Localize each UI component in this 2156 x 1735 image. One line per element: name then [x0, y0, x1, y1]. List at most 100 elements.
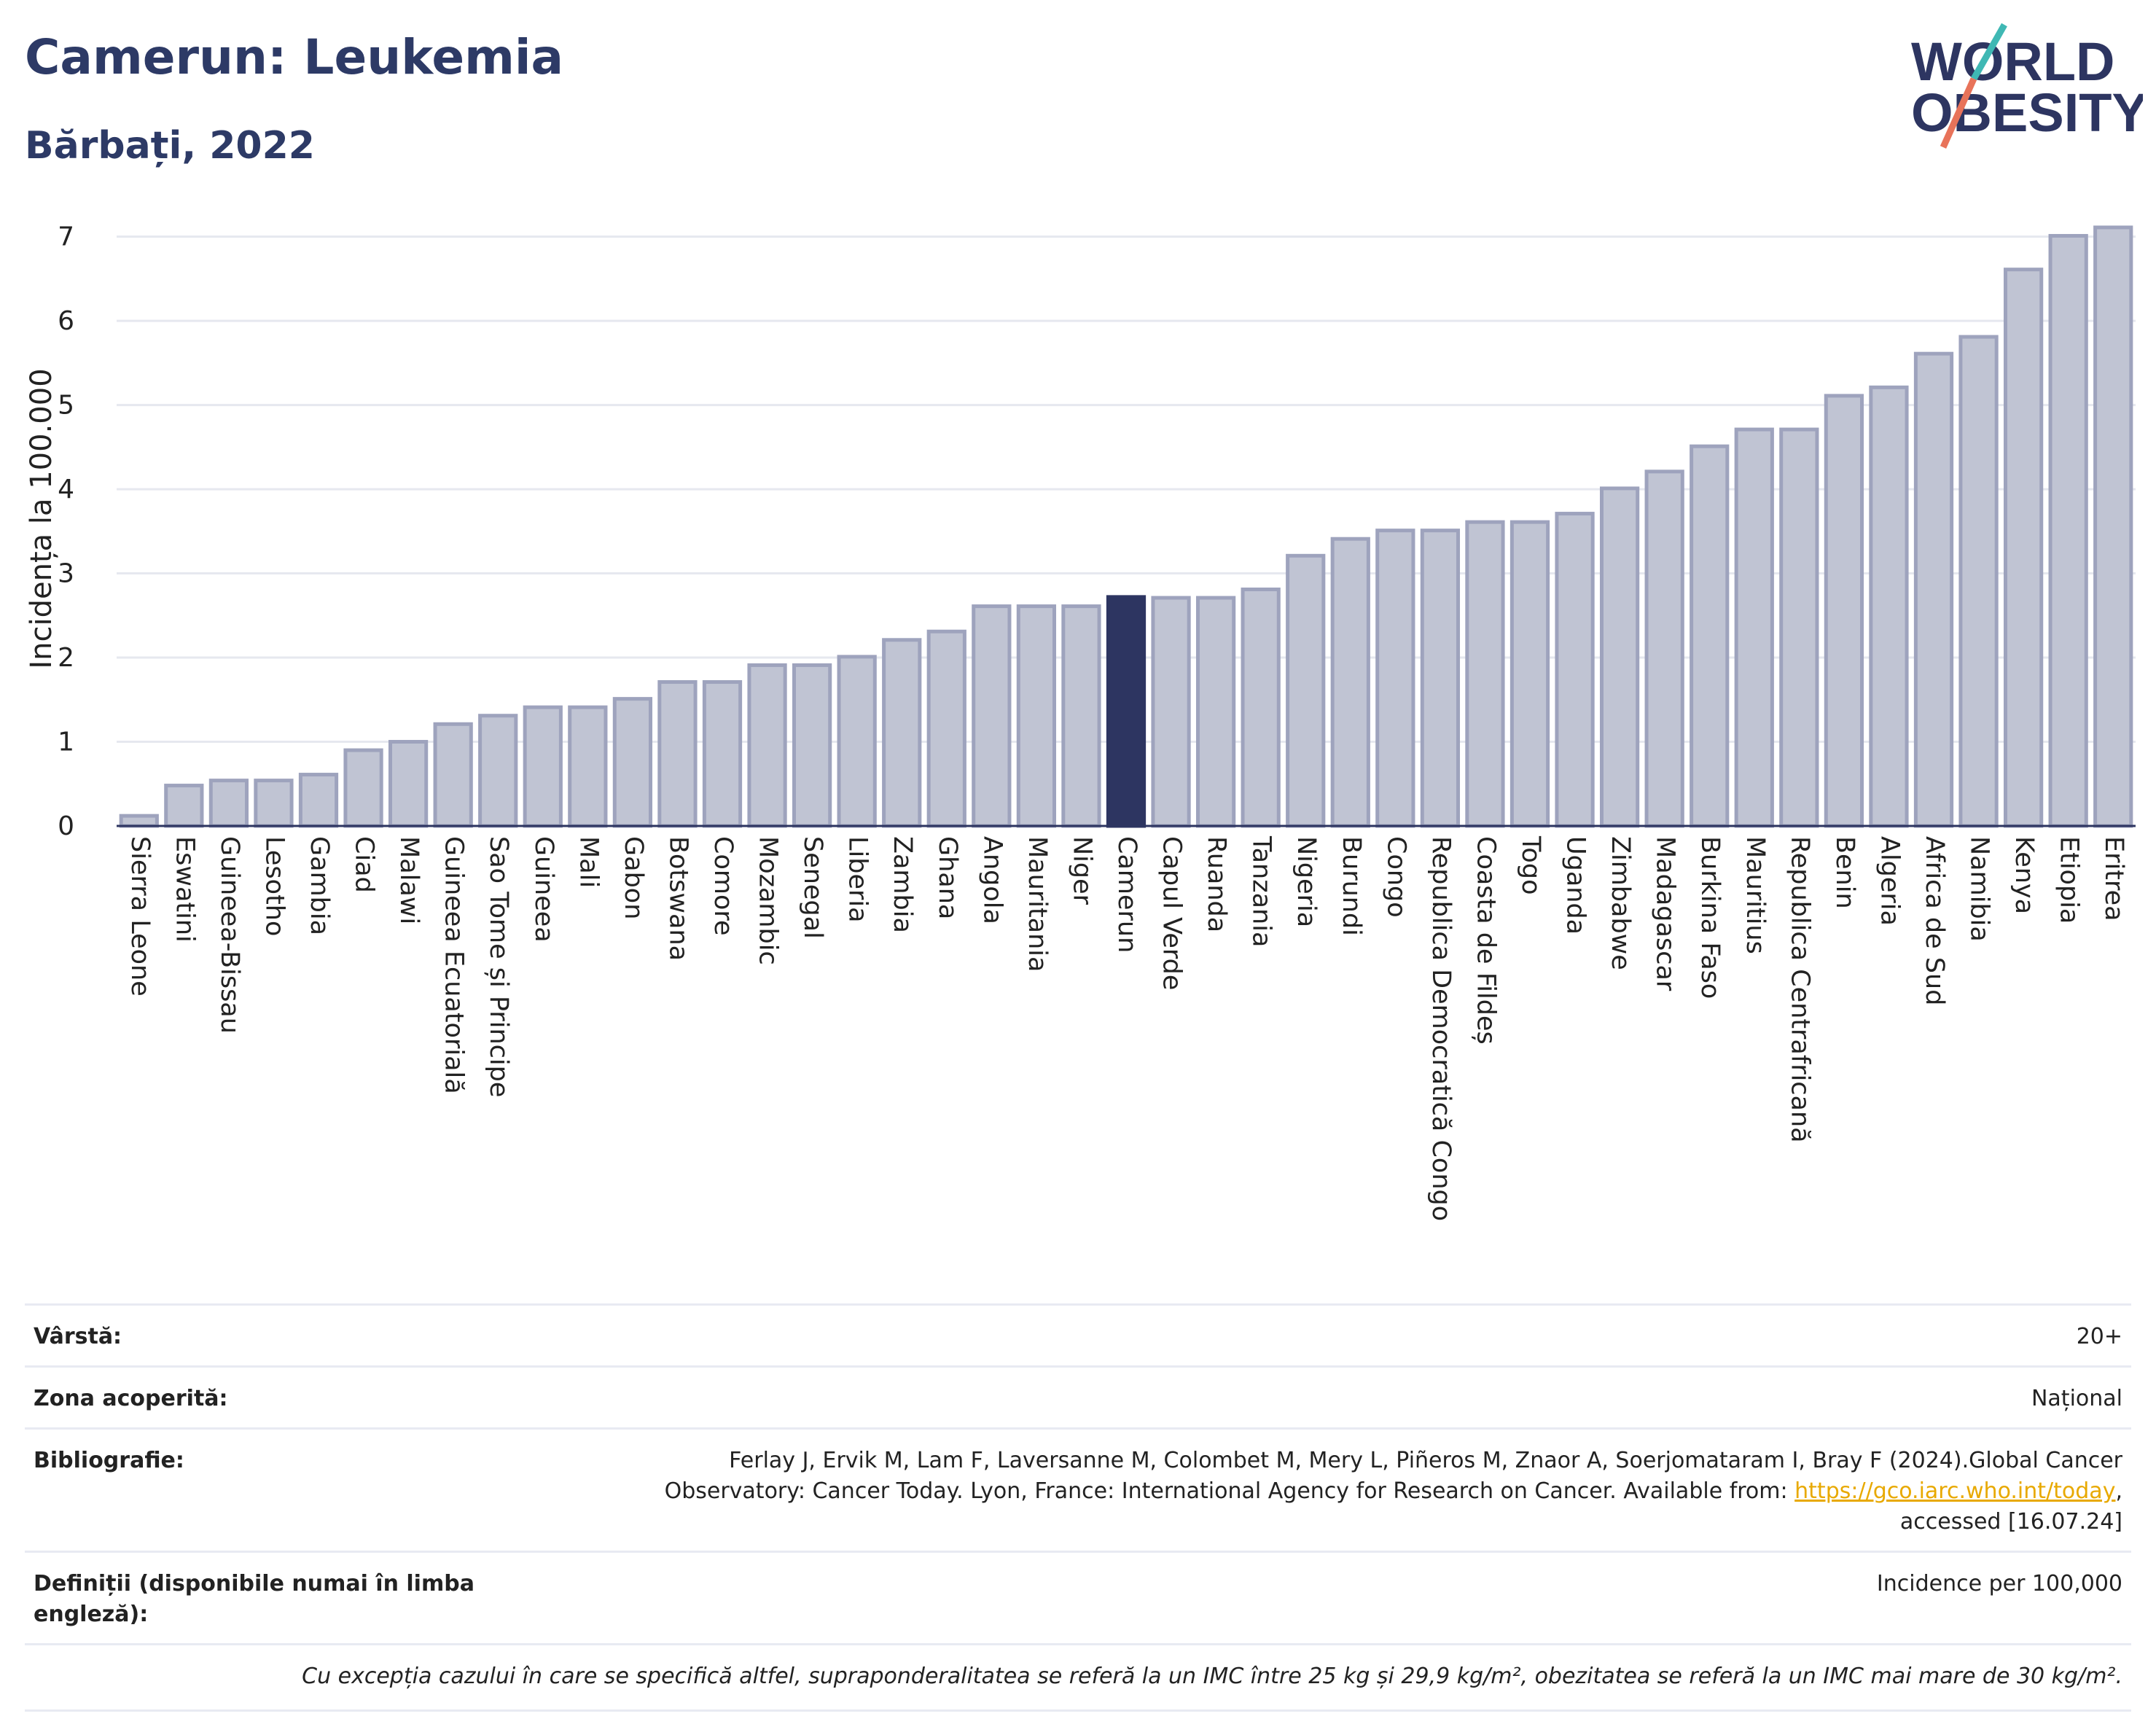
x-tick-label: Comore: [708, 836, 738, 936]
bar-guineea: [523, 705, 563, 828]
age-row: Vârstă: 20+: [25, 1303, 2131, 1365]
x-tick-label: Mali: [574, 836, 603, 888]
bibliography-text-3: accessed [16.07.24]: [1899, 1509, 2122, 1535]
x-tick-label: Liberia: [843, 836, 872, 923]
x-tick-label: Angola: [977, 836, 1007, 924]
x-tick-label: Congo: [1381, 836, 1410, 918]
age-value: 20+: [2076, 1324, 2122, 1349]
logo-line1: WORLD: [1911, 31, 2115, 92]
bar-mauritania: [1016, 604, 1057, 828]
x-tick-label: Ghana: [933, 836, 962, 919]
bar-algeria: [1869, 385, 1909, 828]
bar-chart: 0 1 2 3 4 5 6 7 Incidența la 100.000 Sierra Leone…: [25, 222, 2136, 1221]
x-tick-label: Senegal: [798, 836, 827, 939]
bar-sao-tome-și-principe: [478, 714, 518, 828]
x-tick-label: Guineea-Bissau: [215, 836, 244, 1034]
page-title: Camerun: Leukemia: [25, 29, 564, 85]
y-tick-label: 3: [58, 559, 74, 589]
bar-republica-centrafricană: [1779, 427, 1819, 828]
bar-benin: [1824, 394, 1864, 828]
coverage-row: Zona acoperită: Național: [25, 1365, 2131, 1427]
bar-republica-democratică-congo: [1420, 529, 1461, 828]
y-tick-label: 0: [58, 811, 74, 841]
x-tick-label: Republica Democratică Congo: [1426, 836, 1456, 1221]
x-tick-label: Tanzania: [1247, 835, 1276, 947]
bar-gabon: [612, 697, 653, 828]
x-tick-label: Sao Tome și Principe: [484, 836, 513, 1097]
definitions-row: Definiții (disponibile numai în limba en…: [25, 1551, 2131, 1643]
world-obesity-logo: WORLD OBESITY: [1911, 23, 2143, 149]
details-table: Vârstă: 20+ Zona acoperită: Național Bib…: [25, 1303, 2131, 1712]
x-tick-label: Mauritania: [1023, 836, 1052, 972]
bar-madagascar: [1644, 469, 1684, 828]
bar-zambia: [882, 638, 922, 828]
bar-ciad: [343, 748, 383, 828]
x-tick-label: Uganda: [1561, 836, 1590, 935]
bar-mali: [568, 705, 608, 828]
bar-liberia: [837, 655, 877, 828]
x-tick-label: Burkina Faso: [1695, 836, 1725, 999]
definitions-label: Definiții (disponibile numai în limba en…: [34, 1571, 474, 1627]
bar-sierra-leone: [119, 814, 159, 828]
y-axis-label: Incidența la 100.000: [25, 368, 58, 668]
x-tick-label: Benin: [1830, 836, 1859, 909]
bar-ghana: [926, 629, 966, 828]
bar-gambia: [298, 773, 339, 828]
bar-mauritius: [1734, 427, 1774, 828]
x-tick-label: Gabon: [619, 836, 648, 919]
bar-coasta-de-fildeș: [1465, 520, 1505, 828]
x-tick-label: Algeria: [1875, 836, 1904, 926]
y-tick-label: 7: [58, 222, 74, 252]
x-tick-label: Ruanda: [1202, 836, 1231, 932]
x-tick-label: Malawi: [394, 836, 423, 924]
bar-malawi: [388, 740, 429, 828]
x-tick-label: Eritrea: [2099, 836, 2128, 921]
bar-niger: [1061, 604, 1101, 828]
bar-burkina-faso: [1690, 444, 1730, 828]
x-tick-label: Togo: [1516, 835, 1545, 894]
bibliography-link[interactable]: https://gco.iarc.who.int/today: [1794, 1478, 2116, 1504]
bar-zimbabwe: [1599, 486, 1640, 828]
bar-capul-verde: [1151, 596, 1191, 828]
x-tick-label: Zimbabwe: [1606, 836, 1635, 970]
bar-camerun: [1106, 595, 1147, 828]
age-label: Vârstă:: [34, 1324, 122, 1349]
x-tick-label: Gambia: [305, 836, 334, 935]
coverage-value: Național: [2031, 1386, 2122, 1411]
bar-guineea-ecuatorială: [433, 722, 473, 828]
y-tick-label: 5: [58, 391, 74, 421]
bar-guineea-bissau: [208, 779, 249, 828]
logo-slash-coral: [1940, 77, 1977, 149]
bar-botswana: [657, 680, 698, 828]
bibliography-label: Bibliografie:: [34, 1448, 184, 1473]
bar-africa-de-sud: [1913, 351, 1954, 828]
bar-togo: [1509, 520, 1550, 828]
y-tick-label: 4: [58, 475, 74, 504]
x-tick-label: Lesotho: [259, 836, 289, 936]
bar-tanzania: [1241, 588, 1281, 828]
x-tick-label: Botswana: [663, 836, 692, 961]
x-tick-label: Africa de Sud: [1920, 836, 1949, 1005]
bar-angola: [972, 604, 1012, 828]
bar-eritrea: [2093, 225, 2133, 828]
x-tick-label: Namibia: [1965, 836, 1994, 942]
x-tick-label: Capul Verde: [1157, 836, 1187, 990]
definitions-value: Incidence per 100,000: [1876, 1571, 2122, 1596]
bar-congo: [1375, 529, 1415, 828]
x-tick-label: Burundi: [1337, 836, 1366, 936]
y-tick-label: 1: [58, 728, 74, 757]
x-tick-label: Guineea Ecuatorială: [440, 836, 469, 1094]
x-tick-label: Republica Centrafricană: [1785, 836, 1814, 1143]
bar-lesotho: [254, 779, 294, 828]
bar-senegal: [792, 663, 832, 828]
x-tick-label: Mauritius: [1741, 836, 1770, 954]
bar-etiopia: [2048, 233, 2088, 828]
bar-ruanda: [1195, 596, 1236, 828]
x-tick-label: Eswatini: [170, 836, 199, 943]
bibliography-text-2: Observatory: Cancer Today. Lyon, France:…: [664, 1478, 1795, 1504]
x-tick-label: Camerun: [1112, 836, 1141, 953]
x-tick-label: Ciad: [350, 836, 379, 893]
x-tick-label: Kenya: [2009, 836, 2039, 914]
logo-slash-teal: [1971, 23, 2007, 81]
bar-eswatini: [164, 784, 204, 828]
